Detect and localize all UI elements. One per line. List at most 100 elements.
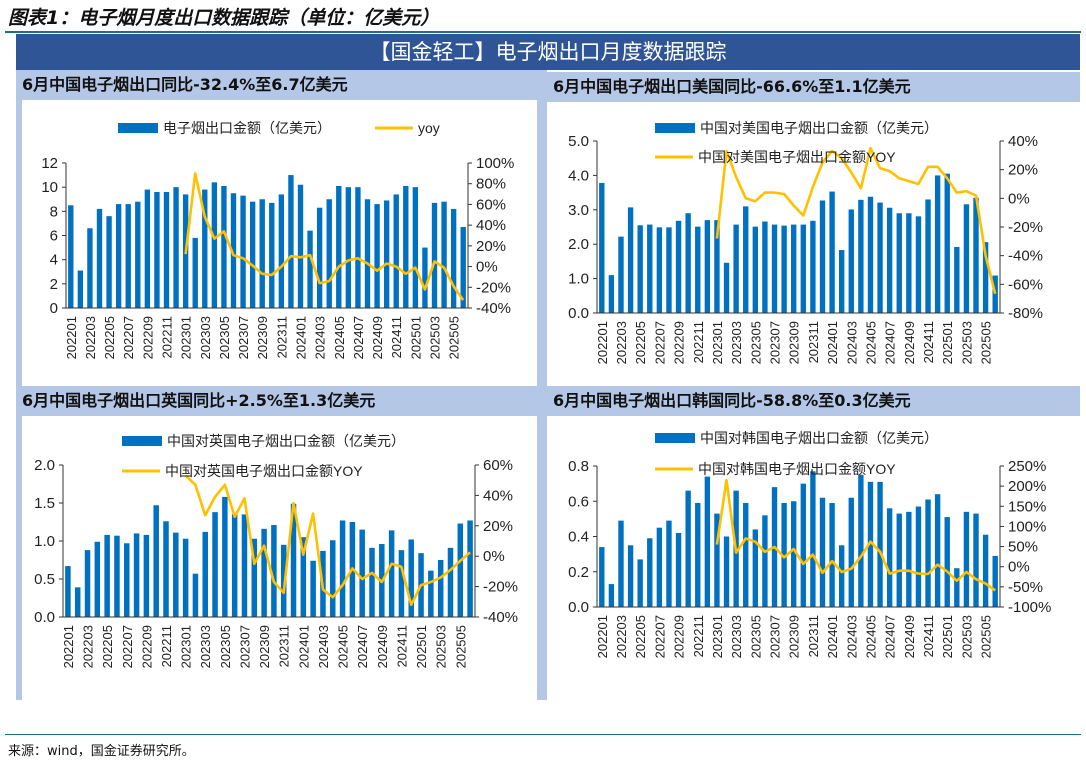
bar-202408 xyxy=(896,513,902,607)
bar-202412 xyxy=(403,185,409,308)
left-tick-label: 0.6 xyxy=(568,493,589,510)
left-tick-label: 1.5 xyxy=(34,495,55,512)
x-tick-label: 202207 xyxy=(652,321,667,364)
x-tick-label: 202403 xyxy=(844,615,859,658)
bar-202406 xyxy=(877,202,883,313)
x-tick-label: 202205 xyxy=(102,316,117,359)
bar-202307 xyxy=(240,195,246,308)
bar-202201 xyxy=(65,566,71,617)
bar-202307 xyxy=(241,514,248,617)
bar-202204 xyxy=(94,541,101,617)
x-tick-label: 202303 xyxy=(729,321,744,364)
bar-202304 xyxy=(211,182,218,308)
x-tick-label: 202407 xyxy=(883,615,898,658)
bar-202211 xyxy=(163,521,169,617)
x-tick-label: 202201 xyxy=(595,321,610,364)
bar-202312 xyxy=(819,497,826,607)
bar-202203 xyxy=(618,236,624,313)
bar-202204 xyxy=(96,208,103,308)
bar-202306 xyxy=(762,515,768,607)
bar-202501 xyxy=(944,173,950,313)
bar-202212 xyxy=(173,187,179,308)
x-tick-label: 202309 xyxy=(257,625,272,668)
bar-202310 xyxy=(271,525,277,617)
bar-202404 xyxy=(858,199,864,313)
bar-202310 xyxy=(800,224,806,313)
x-tick-label: 202203 xyxy=(81,625,96,668)
bar-202305 xyxy=(221,185,227,308)
right-tick-label: 60% xyxy=(483,457,513,474)
x-tick-label: 202207 xyxy=(652,615,667,658)
x-tick-label: 202305 xyxy=(748,321,763,364)
bar-202408 xyxy=(364,199,371,308)
bar-202210 xyxy=(685,213,691,313)
bar-202407 xyxy=(886,508,893,607)
bar-202405 xyxy=(339,520,346,617)
bar-202306 xyxy=(230,193,237,308)
bar-202302 xyxy=(192,237,198,308)
x-tick-label: 202307 xyxy=(768,615,783,658)
bar-202503 xyxy=(437,560,444,617)
x-tick-label: 202309 xyxy=(787,321,802,364)
x-tick-label: 202307 xyxy=(237,625,252,668)
bar-202312 xyxy=(290,503,297,617)
left-tick-label: 4.0 xyxy=(568,167,589,184)
bar-202407 xyxy=(359,529,365,617)
x-tick-label: 202503 xyxy=(434,625,449,668)
bar-202503 xyxy=(431,202,438,308)
right-tick-label: -60% xyxy=(1008,276,1043,293)
right-tick-label: -40% xyxy=(1008,248,1043,265)
bar-202206 xyxy=(114,535,120,617)
bar-202410 xyxy=(915,506,922,607)
bar-202305 xyxy=(752,226,759,313)
bar-202308 xyxy=(781,225,787,313)
x-tick-label: 202411 xyxy=(921,615,936,657)
bar-202402 xyxy=(307,230,313,308)
bar-202401 xyxy=(300,537,307,617)
bar-202209 xyxy=(675,220,682,313)
bar-202203 xyxy=(87,228,93,308)
x-tick-label: 202207 xyxy=(121,316,136,359)
bar-202308 xyxy=(251,538,258,617)
bar-202409 xyxy=(906,213,912,313)
left-tick-label: 0.0 xyxy=(568,305,589,322)
bar-202404 xyxy=(330,540,336,617)
bar-202310 xyxy=(269,202,275,308)
bar-202201 xyxy=(599,547,605,607)
bar-202412 xyxy=(934,175,941,313)
x-tick-label: 202303 xyxy=(198,316,213,359)
legend-bar-label: 中国对韩国电子烟出口金额（亿美元） xyxy=(700,430,938,446)
x-tick-label: 202303 xyxy=(198,625,213,668)
bar-202405 xyxy=(867,196,874,313)
right-tick-label: 100% xyxy=(476,155,514,172)
x-tick-label: 202405 xyxy=(336,625,351,668)
bar-202312 xyxy=(288,175,294,308)
left-tick-label: 3.0 xyxy=(568,202,589,219)
x-tick-label: 202311 xyxy=(277,625,292,667)
bar-202207 xyxy=(124,543,130,617)
x-tick-label: 202505 xyxy=(979,615,994,658)
x-tick-label: 202401 xyxy=(825,615,840,658)
bar-202208 xyxy=(135,201,141,308)
legend-line-label: 中国对英国电子烟出口金额YOY xyxy=(165,463,363,479)
bar-202309 xyxy=(791,501,797,607)
bar-202212 xyxy=(704,220,711,313)
bar-202306 xyxy=(231,514,238,617)
left-tick-label: 2.0 xyxy=(34,457,55,474)
left-tick-label: 1.0 xyxy=(568,271,589,288)
bar-202301 xyxy=(714,220,720,313)
bar-202205 xyxy=(637,225,643,313)
right-tick-label: 0% xyxy=(483,548,505,565)
bar-202208 xyxy=(133,533,140,617)
bar-202401 xyxy=(297,184,304,308)
bar-202408 xyxy=(896,213,902,313)
x-tick-label: 202409 xyxy=(902,615,917,658)
bar-202502 xyxy=(422,247,428,308)
bar-202506 xyxy=(992,275,998,313)
bar-202410 xyxy=(383,200,390,308)
bar-202302 xyxy=(192,573,199,617)
legend-bar-label: 电子烟出口金额（亿美元） xyxy=(163,120,331,136)
x-tick-label: 202301 xyxy=(710,321,725,364)
bar-202502 xyxy=(954,568,960,607)
bar-202303 xyxy=(202,189,208,308)
